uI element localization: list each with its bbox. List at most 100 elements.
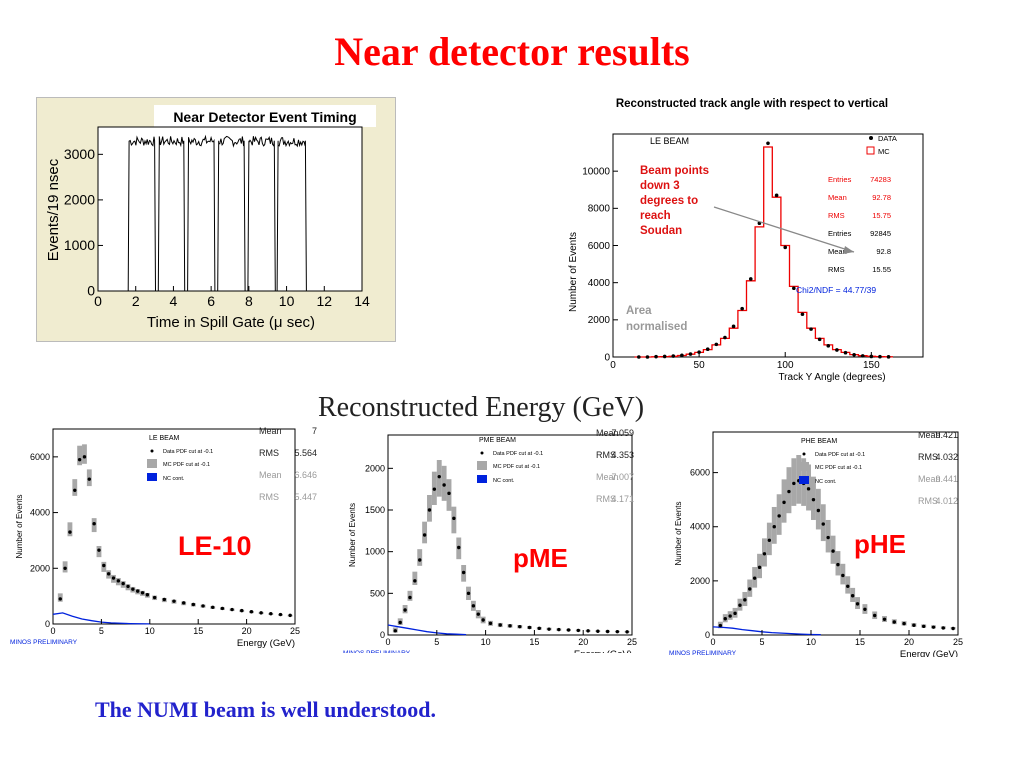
data-point xyxy=(645,355,650,359)
pme-mc-band-bin xyxy=(417,549,423,566)
timing-panel: Near Detector Event Timing 0 2 4 6 8 10 12 14 0 1… xyxy=(36,97,396,342)
pme-data-point xyxy=(442,483,446,487)
phe-y-tick-label: 2000 xyxy=(690,576,710,586)
phe-data-point xyxy=(855,602,860,606)
data-point xyxy=(731,324,736,329)
phe-x-tick-label: 15 xyxy=(855,637,865,647)
phe-legend-mc-label: MC PDF cut at -0.1 xyxy=(815,465,862,471)
le-10-data-point xyxy=(82,455,87,459)
timing-x-tick-label: 12 xyxy=(316,293,332,309)
phe-data-point xyxy=(892,620,896,624)
energy-heading: Reconstructed Energy (GeV) xyxy=(318,392,645,423)
pme-data-point xyxy=(437,474,441,479)
le-10-data-point xyxy=(111,576,116,580)
timing-y-tick-label: 2000 xyxy=(64,192,95,208)
pme-legend-mc-marker xyxy=(477,461,487,470)
phe-data-point xyxy=(882,617,887,622)
pme-data-point xyxy=(432,487,437,491)
phe-data-point xyxy=(733,611,737,616)
le-10-data-point xyxy=(68,530,72,534)
pme-data-point xyxy=(481,618,485,622)
phe-y-tick-label: 6000 xyxy=(690,468,710,478)
annotation-line: reach xyxy=(640,210,671,222)
track-angle-stats: Entries 74283 Mean 92.78 RMS 15.75 Entries 9284… xyxy=(828,175,891,274)
pme-mc-band-bin xyxy=(412,571,418,585)
phe-stat-value: 4.012 xyxy=(935,496,958,506)
track-angle-x-tick-label: 50 xyxy=(694,360,706,371)
track-angle-x-tick-label: 100 xyxy=(777,360,794,371)
le-10-legend-data-marker xyxy=(150,449,154,453)
pme-data-point xyxy=(547,627,551,631)
le-10-x-tick-label: 25 xyxy=(290,626,300,636)
stat-value: 92.8 xyxy=(876,247,891,256)
le-10-nc-curve xyxy=(52,612,150,625)
track-angle-legend: DATA MC xyxy=(866,134,897,156)
timing-x-tick-label: 6 xyxy=(207,293,215,309)
le-10-y-tick-label: 0 xyxy=(45,619,50,629)
pme-data-point xyxy=(398,620,402,625)
phe-legend-data-label: Data PDF cut at -0.1 xyxy=(815,452,865,458)
data-point xyxy=(662,354,667,359)
phe-data-point xyxy=(836,562,840,567)
phe-beam-label: PHE BEAM xyxy=(801,438,837,445)
timing-plot-area xyxy=(97,126,363,292)
pme-panel: 0 5 10 15 20 25 0 500 1000 1500 2000 Energy (GeV) Nu… xyxy=(343,428,637,653)
track-angle-plot-area xyxy=(612,133,924,358)
timing-title: Near Detector Event Timing xyxy=(173,109,356,125)
le-10-stat-value: 5.447 xyxy=(294,492,317,502)
le-10-data-point xyxy=(58,597,62,601)
phe-data-point xyxy=(850,594,855,598)
pme-x-tick-label: 10 xyxy=(481,637,491,647)
pme-data-point xyxy=(471,604,476,608)
phe-data-point xyxy=(762,552,767,556)
le-10-data-point xyxy=(230,607,234,612)
le-10-data-point xyxy=(220,606,225,611)
phe-plot-area xyxy=(712,431,959,636)
slide-title: Near detector results xyxy=(334,29,690,74)
le-10-data-point xyxy=(63,566,67,570)
phe-data-point xyxy=(816,508,821,513)
le-10-data-point xyxy=(145,593,150,597)
area-note-line: Area xyxy=(626,305,652,317)
data-point xyxy=(723,335,727,340)
data-point xyxy=(705,347,710,351)
track-angle-y-tick-label: 0 xyxy=(604,352,610,363)
data-point xyxy=(714,342,719,347)
le-10-x-tick-label: 0 xyxy=(50,626,55,636)
le-10-mc-band-bin xyxy=(72,479,78,496)
pme-y-tick-label: 1500 xyxy=(365,505,385,515)
data-point xyxy=(688,352,693,356)
pme-data-point xyxy=(537,626,541,631)
phe-data-point xyxy=(743,598,747,602)
le-10-data-point xyxy=(106,572,111,576)
stat-value: 15.75 xyxy=(872,211,891,220)
pme-stat-label: RMS xyxy=(596,450,616,460)
le-10-stat-value: 5.564 xyxy=(294,448,317,458)
phe-legend-data-marker xyxy=(802,452,806,456)
annotation-arrow xyxy=(713,206,855,253)
timing-x-tick-label: 14 xyxy=(354,293,370,309)
phe-data-point xyxy=(941,626,945,630)
le-10-data-point xyxy=(73,488,77,492)
pme-legend-nc-label: NC cont. xyxy=(493,478,515,484)
phe-stat-value: 4.032 xyxy=(935,452,958,462)
stat-label: RMS xyxy=(828,211,845,220)
stat-value: 92845 xyxy=(870,229,891,238)
stat-label: Entries xyxy=(828,175,852,184)
le-10-data-point xyxy=(136,589,140,593)
pme-data-point xyxy=(625,630,629,634)
phe-data-point xyxy=(902,621,906,626)
le-10-legend-data-label: Data PDF cut at -0.1 xyxy=(163,449,213,455)
phe-legend-nc-label: NC cont. xyxy=(815,479,837,485)
pme-x-tick-label: 0 xyxy=(385,637,390,647)
data-point xyxy=(654,354,658,359)
data-point xyxy=(878,354,882,359)
le-10-mc-band-bin xyxy=(82,444,87,464)
phe-preliminary-label: MINOS PRELIMINARY xyxy=(669,650,737,657)
le-10-data-point xyxy=(269,611,273,616)
timing-data-line xyxy=(98,134,362,292)
data-point xyxy=(835,348,839,352)
phe-data-point xyxy=(782,500,786,505)
le-10-stats: Mean 7 RMS 5.564 Mean 6.646 RMS 5.447 xyxy=(259,426,317,502)
pme-y-tick-label: 500 xyxy=(370,588,385,598)
